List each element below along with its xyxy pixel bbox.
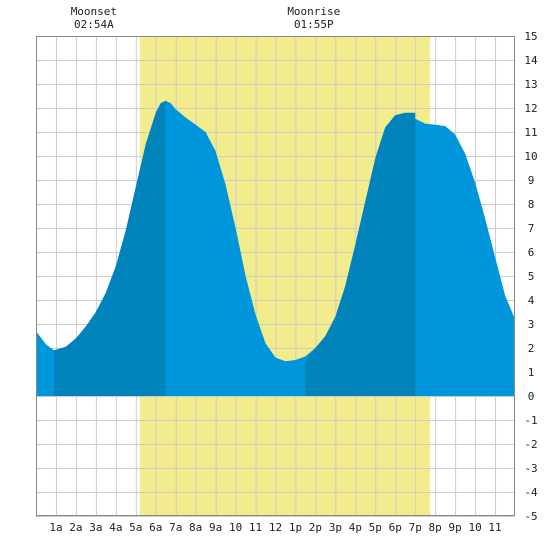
annotation-time: 02:54A	[74, 18, 114, 31]
x-tick-label: 2p	[309, 521, 322, 534]
x-tick-label: 4a	[109, 521, 122, 534]
y-tick-label: 11	[524, 126, 537, 139]
x-tick-label: 1a	[49, 521, 62, 534]
y-tick-label: -2	[524, 438, 537, 451]
y-tick-label: 14	[524, 54, 538, 67]
tide-rising-area	[305, 112, 416, 397]
x-tick-label: 2a	[69, 521, 82, 534]
x-tick-label: 7a	[169, 521, 182, 534]
x-tick-label: 1p	[289, 521, 302, 534]
x-tick-label: 6a	[149, 521, 162, 534]
x-tick-label: 10	[468, 521, 481, 534]
y-tick-label: 6	[528, 246, 535, 259]
annotation-label: Moonrise	[287, 5, 340, 18]
annotation-time: 01:55P	[294, 18, 334, 31]
x-tick-label: 10	[229, 521, 242, 534]
y-tick-label: 2	[528, 342, 535, 355]
y-tick-label: 15	[524, 30, 537, 43]
y-tick-label: 1	[528, 366, 535, 379]
x-tick-label: 11	[488, 521, 501, 534]
y-tick-label: 7	[528, 222, 535, 235]
x-tick-label: 9a	[209, 521, 222, 534]
x-tick-label: 11	[249, 521, 262, 534]
annotation-label: Moonset	[71, 5, 117, 18]
tide-rising-area	[54, 100, 166, 397]
x-tick-label: 12	[269, 521, 282, 534]
y-tick-label: 10	[524, 150, 537, 163]
x-tick-label: 5a	[129, 521, 142, 534]
y-tick-label: 4	[528, 294, 535, 307]
x-tick-label: 3p	[329, 521, 342, 534]
y-tick-label: 5	[528, 270, 535, 283]
y-tick-label: -5	[524, 510, 537, 523]
x-tick-label: 5p	[369, 521, 382, 534]
x-tick-label: 6p	[389, 521, 402, 534]
plot-border	[36, 36, 515, 516]
x-tick-label: 8a	[189, 521, 202, 534]
x-tick-label: 8p	[429, 521, 442, 534]
x-tick-label: 3a	[89, 521, 102, 534]
y-tick-label: 8	[528, 198, 535, 211]
y-tick-label: 0	[528, 390, 535, 403]
x-tick-label: 4p	[349, 521, 362, 534]
y-tick-label: 13	[524, 78, 537, 91]
x-tick-label: 7p	[409, 521, 422, 534]
y-tick-label: -4	[524, 486, 538, 499]
y-tick-label: 12	[524, 102, 537, 115]
y-tick-label: -1	[524, 414, 537, 427]
x-tick-label: 9p	[449, 521, 462, 534]
y-tick-label: 3	[528, 318, 535, 331]
y-tick-label: 9	[528, 174, 535, 187]
y-tick-label: -3	[524, 462, 537, 475]
